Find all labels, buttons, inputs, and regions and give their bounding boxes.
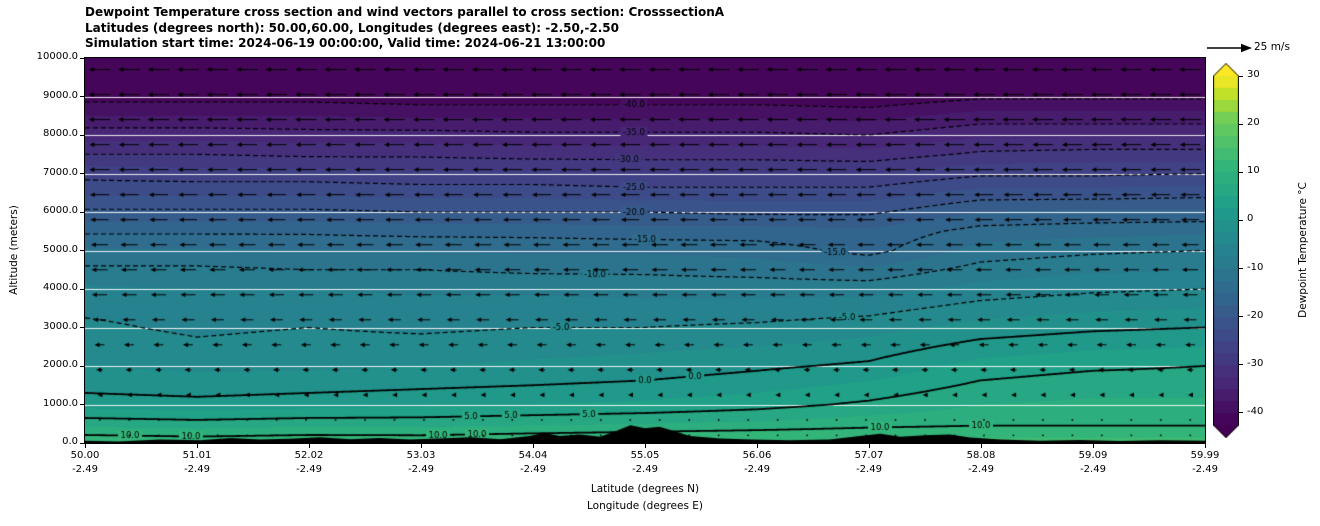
x-tick-label-lat: 51.01 (182, 450, 212, 461)
y-tick-mark (80, 365, 84, 367)
y-tick-mark (80, 173, 84, 174)
x-tick-label-lat: 54.04 (518, 450, 548, 461)
x-tick-label-lon: -2.49 (744, 464, 770, 475)
x-tick-mark (644, 444, 646, 448)
x-tick-label-lon: -2.49 (968, 464, 994, 475)
colorbar-tick-mark (1239, 123, 1243, 125)
y-tick-mark (80, 211, 84, 213)
y-tick-mark (80, 327, 84, 328)
x-tick-mark (1092, 444, 1094, 448)
colorbar-tick-label: 10 (1247, 165, 1260, 177)
x-tick-mark (756, 444, 758, 448)
y-tick-mark (80, 57, 84, 59)
x-tick-mark (1204, 444, 1206, 448)
y-tick-label: 4000.0 (43, 282, 78, 293)
x-tick-label-lon: -2.49 (520, 464, 546, 475)
colorbar-tick-label: 30 (1247, 69, 1260, 80)
colorbar-label: Dewpoint Temperature °C (1297, 182, 1309, 318)
cross-section-plot-area (84, 57, 1206, 444)
y-tick-label: 2000.0 (43, 359, 78, 370)
y-tick-label: 3000.0 (43, 320, 78, 332)
colorbar-tick-mark (1239, 412, 1243, 414)
x-tick-mark (868, 444, 870, 448)
title-line-2: Latitudes (degrees north): 50.00,60.00, … (85, 20, 619, 35)
y-tick-label: 1000.0 (43, 397, 78, 409)
y-tick-mark (80, 288, 84, 290)
x-tick-label-lon: -2.49 (184, 464, 210, 475)
x-tick-label-lat: 53.03 (406, 450, 436, 461)
dewpoint-contour-canvas (85, 58, 1205, 443)
x-tick-label-lon: -2.49 (632, 464, 658, 475)
y-tick-label: 7000.0 (43, 166, 78, 178)
x-axis-label-latitude: Latitude (degrees N) (590, 483, 700, 495)
x-tick-mark (532, 444, 534, 448)
x-tick-mark (980, 444, 982, 448)
x-tick-label-lat: 55.05 (630, 450, 660, 461)
y-axis-label: Altitude (meters) (8, 205, 20, 295)
x-tick-mark (196, 444, 198, 448)
x-tick-label-lat: 50.00 (70, 450, 100, 461)
colorbar-gradient (1213, 63, 1239, 438)
colorbar-tick-mark (1239, 364, 1243, 366)
colorbar-tick-label: -30 (1247, 357, 1264, 369)
colorbar (1213, 63, 1239, 438)
x-tick-label-lat: 52.02 (294, 450, 324, 461)
x-tick-label-lat: 59.99 (1190, 450, 1220, 461)
x-tick-label-lon: -2.49 (296, 464, 322, 475)
wind-reference-label: 25 m/s (1254, 41, 1290, 53)
colorbar-tick-label: -10 (1247, 261, 1264, 273)
title-line-3: Simulation start time: 2024-06-19 00:00:… (85, 36, 606, 50)
colorbar-tick-mark (1239, 219, 1243, 221)
title-line-1: Dewpoint Temperature cross section and w… (85, 5, 725, 19)
x-tick-label-lon: -2.49 (1192, 464, 1218, 475)
x-tick-mark (84, 444, 86, 448)
x-tick-label-lon: -2.49 (72, 464, 98, 475)
y-tick-label: 0.0 (62, 436, 78, 447)
x-tick-label-lat: 58.08 (966, 450, 996, 461)
colorbar-tick-label: -40 (1247, 405, 1264, 417)
x-tick-label-lat: 57.07 (854, 450, 884, 461)
wind-reference-arrow-icon (1207, 43, 1252, 53)
chart-title: Dewpoint Temperature cross section and w… (85, 5, 724, 52)
colorbar-tick-mark (1239, 75, 1243, 77)
x-tick-mark (308, 444, 310, 448)
y-tick-mark (80, 250, 84, 251)
x-tick-label-lat: 59.09 (1078, 450, 1108, 461)
x-tick-label-lat: 56.06 (742, 450, 772, 461)
colorbar-tick-label: -20 (1247, 309, 1264, 321)
y-tick-label: 8000.0 (43, 128, 78, 139)
x-axis-label-longitude: Longitude (degrees E) (587, 500, 703, 512)
y-tick-label: 5000.0 (43, 243, 78, 255)
y-tick-mark (80, 404, 84, 405)
y-tick-label: 9000.0 (43, 89, 78, 101)
y-tick-mark (80, 134, 84, 136)
colorbar-tick-mark (1239, 268, 1243, 270)
y-tick-mark (80, 96, 84, 97)
colorbar-tick-mark (1239, 316, 1243, 318)
x-tick-label-lon: -2.49 (856, 464, 882, 475)
x-tick-label-lon: -2.49 (1080, 464, 1106, 475)
y-tick-mark (80, 442, 84, 444)
y-tick-label: 6000.0 (43, 205, 78, 216)
colorbar-tick-label: 0 (1247, 213, 1254, 225)
colorbar-tick-mark (1239, 171, 1243, 173)
x-tick-label-lon: -2.49 (408, 464, 434, 475)
y-tick-label: 10000.0 (36, 51, 78, 62)
x-tick-mark (420, 444, 422, 448)
colorbar-tick-label: 20 (1247, 117, 1260, 129)
